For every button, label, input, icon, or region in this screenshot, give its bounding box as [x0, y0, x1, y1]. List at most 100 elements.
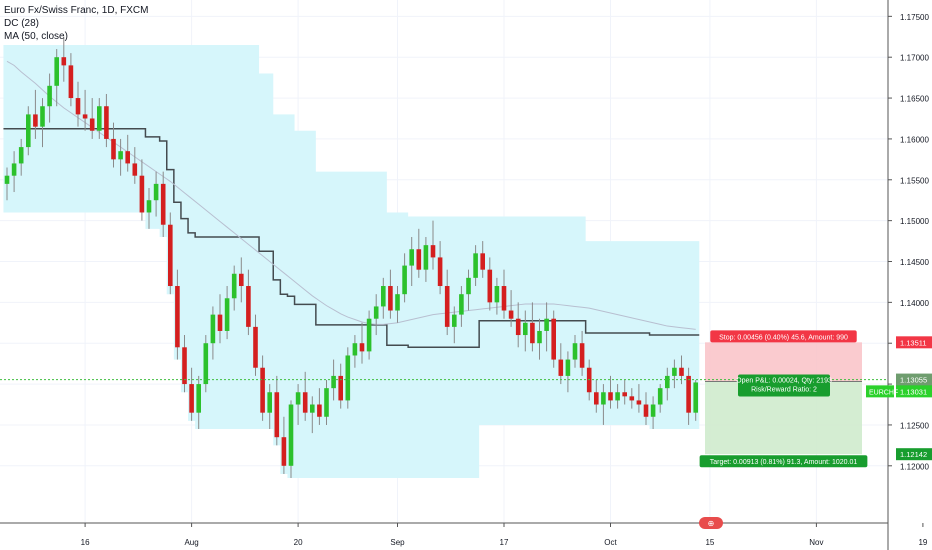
- candle-body: [657, 388, 663, 405]
- candle-up: [523, 310, 528, 352]
- candle-body: [409, 249, 414, 266]
- x-tick-label: 17: [500, 538, 509, 547]
- candle-down: [274, 375, 280, 446]
- candle-down: [437, 241, 443, 295]
- candle-down: [82, 89, 88, 131]
- rr-text: Risk/Reward Ratio: 2: [751, 387, 817, 394]
- candle-down: [111, 122, 116, 168]
- candle-body: [473, 253, 478, 278]
- candle-down: [686, 367, 691, 425]
- candle-down: [487, 257, 493, 311]
- candle-body: [246, 286, 251, 327]
- y-tick-label: 1.14000: [900, 299, 929, 308]
- target-label-bg: [699, 455, 868, 468]
- candle-down: [246, 269, 251, 336]
- candle-body: [423, 245, 429, 270]
- open-pl-bg: [738, 374, 830, 397]
- candle-body: [672, 367, 677, 376]
- candle-up: [97, 98, 102, 139]
- candle-body: [530, 322, 535, 344]
- candle-up: [615, 384, 620, 409]
- stop-price-badge-text: 1.13511: [900, 338, 927, 347]
- candle-body: [111, 138, 116, 160]
- candle-body: [338, 375, 343, 401]
- candles: [4, 36, 698, 479]
- legend-symbol[interactable]: Euro Fx/Swiss Franc, 1D, FXCM: [4, 5, 149, 16]
- candle-body: [11, 163, 17, 176]
- y-tick-label: 1.16500: [900, 95, 929, 104]
- candle-up: [310, 396, 315, 434]
- legend-dc[interactable]: DC (28): [4, 18, 40, 29]
- candle-up: [18, 138, 24, 176]
- candle-up: [657, 384, 663, 413]
- candle-body: [629, 396, 635, 401]
- candle-down: [558, 343, 564, 385]
- candle-down: [61, 36, 67, 82]
- candle-body: [146, 200, 152, 213]
- x-tick-label: 16: [81, 538, 90, 547]
- candle-body: [594, 392, 599, 405]
- candle-body: [104, 106, 109, 139]
- candle-up: [324, 379, 329, 425]
- stop-label-text: Stop: 0.00456 (0.40%) 45.6, Amount: 990: [719, 334, 848, 341]
- candle-down: [125, 134, 130, 172]
- current-price-badge-text: 1.13055: [900, 376, 927, 385]
- candle-body: [452, 314, 457, 327]
- position-tool[interactable]: Stop: 0.00456 (0.40%) 45.6, Amount: 990 T…: [0, 330, 888, 468]
- candle-body: [224, 298, 230, 331]
- candle-up: [231, 265, 237, 311]
- stop-price-badge: 1.13511: [896, 336, 932, 349]
- candle-up: [288, 400, 294, 479]
- candle-body: [373, 306, 379, 319]
- candle-down: [104, 93, 109, 148]
- candle-down: [444, 269, 450, 336]
- candle-up: [452, 306, 457, 344]
- candle-body: [615, 392, 620, 401]
- x-tick-label: Nov: [809, 538, 823, 547]
- candle-body: [544, 318, 549, 331]
- candle-body: [33, 114, 38, 127]
- candle-body: [139, 175, 145, 213]
- candle-body: [97, 106, 102, 131]
- candle-body: [501, 286, 507, 311]
- candle-body: [686, 375, 691, 413]
- candle-up: [26, 106, 31, 156]
- candle-down: [75, 81, 81, 127]
- candle-body: [416, 249, 422, 270]
- candle-up: [196, 375, 201, 430]
- y-tick-label: 1.17000: [900, 54, 929, 63]
- candle-up: [366, 310, 372, 360]
- x-tick-label: 19: [918, 538, 927, 547]
- candle-up: [423, 236, 429, 282]
- candle-body: [601, 392, 606, 405]
- candle-up: [601, 384, 606, 425]
- candle-body: [54, 57, 59, 86]
- candle-body: [515, 318, 521, 336]
- candle-down: [579, 330, 585, 376]
- candle-body: [579, 343, 585, 368]
- candle-body: [26, 114, 31, 148]
- candle-up: [650, 396, 656, 430]
- candle-up: [473, 245, 478, 287]
- candle-down: [217, 294, 223, 344]
- y-tick-label: 1.17500: [900, 13, 929, 22]
- symbol-tag: EURCHF: [866, 385, 898, 398]
- candle-body: [665, 375, 670, 389]
- candle-body: [636, 400, 642, 405]
- candle-body: [153, 183, 159, 201]
- candle-up: [203, 335, 209, 393]
- candle-down: [68, 53, 74, 107]
- ma-line: [6, 60, 696, 330]
- stop-label: Stop: 0.00456 (0.40%) 45.6, Amount: 990: [710, 330, 857, 343]
- candle-up: [210, 306, 216, 360]
- timeline-nav-icon-glyph: ⊕: [708, 519, 715, 528]
- candle-body: [395, 294, 400, 311]
- candle-body: [132, 163, 138, 176]
- candle-up: [672, 359, 677, 389]
- candle-body: [480, 253, 485, 270]
- legend-ma[interactable]: MA (50, close): [4, 31, 68, 42]
- current-price-badge-bg: [896, 373, 932, 386]
- candle-up: [146, 187, 152, 229]
- candle-down: [530, 302, 535, 352]
